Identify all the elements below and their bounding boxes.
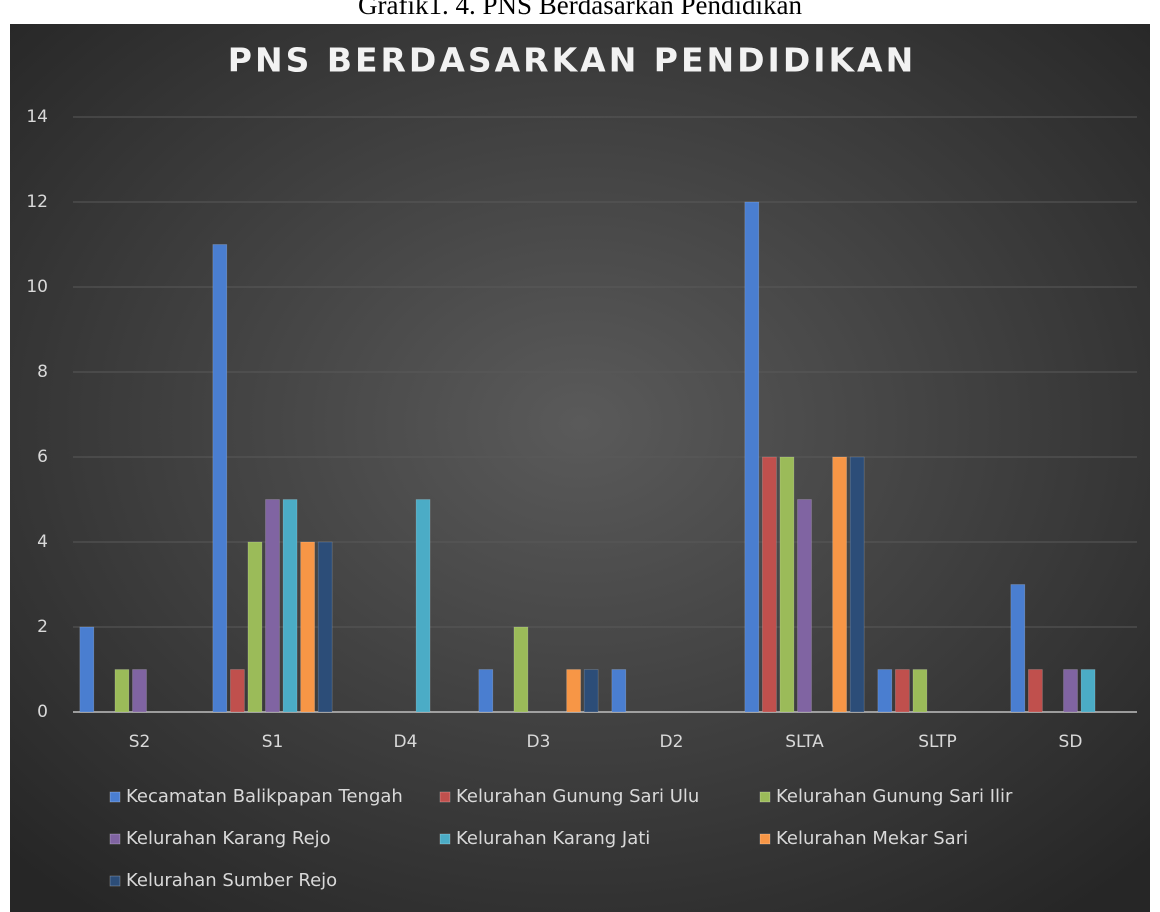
bar <box>230 669 245 713</box>
bar <box>300 541 315 713</box>
bar <box>79 626 95 713</box>
legend-swatch <box>439 791 451 803</box>
x-tick-label: SD <box>1059 732 1083 752</box>
y-tick-label: 12 <box>26 192 48 212</box>
chart-background <box>10 24 1150 912</box>
bar <box>478 669 494 713</box>
bar <box>566 669 581 713</box>
bar <box>583 669 599 713</box>
bar <box>513 626 529 713</box>
y-tick-label: 14 <box>26 107 48 127</box>
legend-label: Kelurahan Karang Rejo <box>126 828 331 849</box>
legend-label: Kecamatan Balikpapan Tengah <box>126 786 403 807</box>
bar <box>1028 669 1043 713</box>
y-tick-label: 2 <box>37 617 48 637</box>
bar <box>762 456 777 713</box>
bar <box>114 669 130 713</box>
bar <box>247 541 263 713</box>
legend-label: Kelurahan Mekar Sari <box>776 828 968 849</box>
legend-label: Kelurahan Karang Jati <box>456 828 650 849</box>
y-tick-label: 8 <box>37 362 48 382</box>
legend-swatch <box>109 833 121 845</box>
bar <box>1080 669 1096 713</box>
chart-title: PNS BERDASARKAN PENDIDIKAN <box>228 41 916 80</box>
legend-label: Kelurahan Sumber Rejo <box>126 870 337 891</box>
y-tick-label: 6 <box>37 447 48 467</box>
y-tick-label: 0 <box>37 702 48 722</box>
bar <box>611 669 627 713</box>
y-tick-label: 10 <box>26 277 48 297</box>
legend-swatch <box>109 875 121 887</box>
x-tick-label: SLTP <box>918 732 957 752</box>
bar <box>317 541 333 713</box>
legend-swatch <box>109 791 121 803</box>
bar <box>1063 669 1078 713</box>
legend-swatch <box>759 791 771 803</box>
bar <box>132 669 147 713</box>
bar <box>877 669 893 713</box>
legend-label: Kelurahan Gunung Sari Ilir <box>776 786 1013 807</box>
legend-label: Kelurahan Gunung Sari Ulu <box>456 786 699 807</box>
x-tick-label: D4 <box>394 732 418 752</box>
bar <box>212 244 228 713</box>
caption: Grafik1. 4. PNS Berdasarkan Pendidikan <box>358 0 802 20</box>
x-tick-label: S2 <box>129 732 151 752</box>
bar <box>797 499 812 713</box>
bar <box>849 456 865 713</box>
y-tick-label: 4 <box>37 532 48 552</box>
bar <box>895 669 910 713</box>
bar <box>779 456 795 713</box>
x-tick-label: S1 <box>262 732 284 752</box>
bar <box>1010 584 1026 713</box>
bar <box>912 669 928 713</box>
x-tick-label: SLTA <box>785 732 824 752</box>
bar <box>744 201 760 713</box>
bar <box>832 456 847 713</box>
bar <box>415 499 431 713</box>
legend-swatch <box>439 833 451 845</box>
x-tick-label: D2 <box>660 732 684 752</box>
legend-swatch <box>759 833 771 845</box>
bar <box>282 499 298 713</box>
bar <box>265 499 280 713</box>
x-tick-label: D3 <box>527 732 551 752</box>
